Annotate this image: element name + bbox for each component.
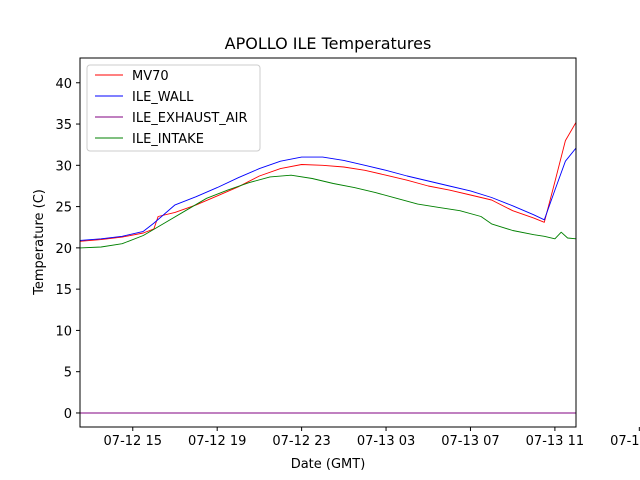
y-axis: 0 5 10 15 20 25 30 35 40 xyxy=(55,77,80,422)
y-tick-label: 10 xyxy=(55,324,72,339)
x-tick-label: 07-12 19 xyxy=(188,434,246,449)
y-tick-label: 30 xyxy=(55,159,72,174)
series-line-mv70 xyxy=(80,121,576,242)
x-tick-label: 07-13 03 xyxy=(357,434,415,449)
x-tick-label: 07-13 11 xyxy=(526,434,584,449)
x-tick-label: 07-13 07 xyxy=(441,434,499,449)
x-tick-label: 07-12 23 xyxy=(272,434,330,449)
x-tick-label: 07-13 15 xyxy=(610,434,640,449)
y-tick-label: 0 xyxy=(64,407,72,422)
x-axis-label: Date (GMT) xyxy=(291,457,366,472)
y-tick-label: 25 xyxy=(55,201,72,216)
series-line-ile-wall xyxy=(80,147,576,241)
legend-label-ile-exhaust-air: ILE_EXHAUST_AIR xyxy=(132,111,248,126)
legend: MV70 ILE_WALL ILE_EXHAUST_AIR ILE_INTAKE xyxy=(86,64,261,152)
y-tick-label: 20 xyxy=(55,242,72,257)
y-axis-label: Temperature (C) xyxy=(32,189,47,296)
series-line-ile-intake xyxy=(80,174,576,249)
y-tick-label: 35 xyxy=(55,118,72,133)
legend-label-ile-intake: ILE_INTAKE xyxy=(132,132,204,147)
x-axis: 07-12 15 07-12 19 07-12 23 07-13 03 07-13 07… xyxy=(104,427,640,449)
legend-label-mv70: MV70 xyxy=(132,69,169,84)
chart-title: APOLLO ILE Temperatures xyxy=(225,34,432,53)
x-tick-label: 07-12 15 xyxy=(104,434,162,449)
y-tick-label: 15 xyxy=(55,283,72,298)
y-tick-label: 40 xyxy=(55,77,72,92)
y-tick-label: 5 xyxy=(64,366,72,381)
series-layer xyxy=(80,121,576,414)
plot-frame xyxy=(79,57,577,428)
legend-box xyxy=(86,64,261,152)
legend-label-ile-wall: ILE_WALL xyxy=(132,90,194,105)
